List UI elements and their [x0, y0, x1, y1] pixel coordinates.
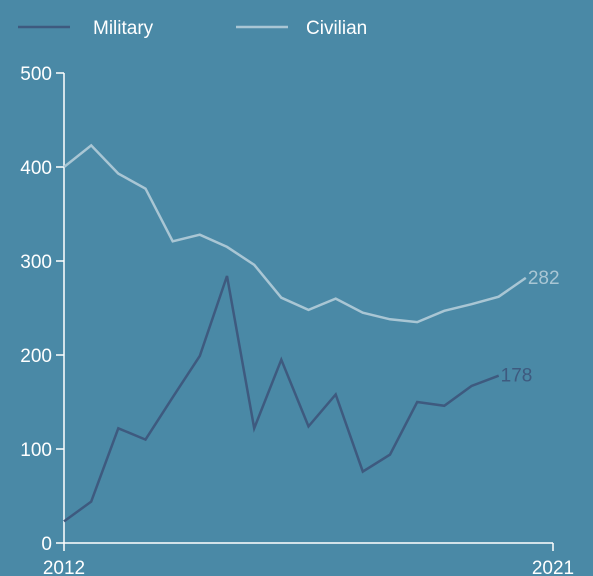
end-label-civilian: 282	[528, 268, 560, 289]
y-tick-label: 0	[41, 534, 52, 555]
plot-area: 178 282	[63, 143, 560, 523]
y-tick-label: 100	[20, 440, 52, 461]
y-tick-label: 500	[20, 64, 52, 85]
series-line-military	[63, 275, 500, 523]
x-tick-label: 2021	[532, 558, 574, 576]
x-tick-label: 2012	[43, 558, 85, 576]
x-axis: 2012 2021	[43, 542, 574, 576]
y-tick-label: 400	[20, 158, 52, 179]
legend-label-civilian: Civilian	[306, 18, 367, 39]
y-tick-label: 200	[20, 346, 52, 367]
series-line-civilian	[63, 143, 527, 324]
end-label-military: 178	[501, 366, 533, 387]
legend-label-military: Military	[93, 18, 154, 39]
y-tick-label: 300	[20, 252, 52, 273]
legend: Military Civilian	[18, 18, 367, 39]
y-axis: 0 100 200 300 400 500	[20, 64, 65, 555]
